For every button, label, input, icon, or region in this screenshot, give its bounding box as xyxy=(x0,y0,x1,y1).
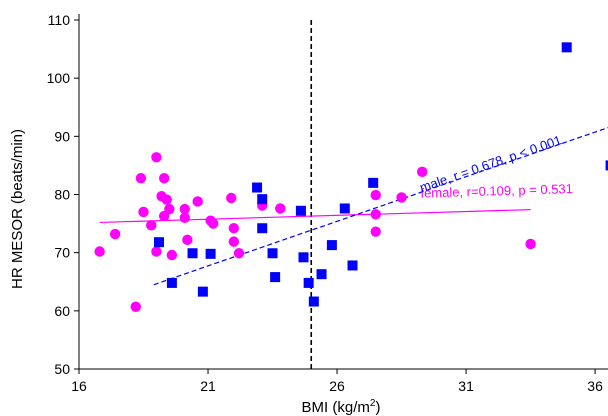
data-point-circle xyxy=(135,173,147,184)
y-tick-label: 50 xyxy=(54,361,70,377)
data-point-square xyxy=(339,203,350,214)
y-tick-label: 110 xyxy=(48,12,71,28)
data-point-circle xyxy=(166,249,178,261)
data-point-circle xyxy=(94,246,105,257)
data-point-circle xyxy=(109,228,121,240)
data-point-circle xyxy=(370,189,381,201)
y-tick-label: 90 xyxy=(54,128,70,144)
data-point-square xyxy=(187,248,198,259)
data-point-square xyxy=(605,160,608,171)
data-point-square xyxy=(561,42,572,53)
data-point-square xyxy=(252,182,263,193)
data-point-circle xyxy=(179,212,190,223)
data-point-square xyxy=(205,248,216,259)
axes: 50 60 70 80 90 100 110 16 21 26 31 36 xyxy=(47,12,608,394)
x-tick-label: 16 xyxy=(71,378,87,394)
data-point-circle xyxy=(233,248,245,259)
data-point-square xyxy=(295,205,306,216)
y-tick-label: 80 xyxy=(54,187,70,203)
data-point-circle xyxy=(151,246,162,257)
data-point-circle xyxy=(146,220,157,231)
data-point-circle xyxy=(179,203,190,215)
data-point-square xyxy=(347,260,358,271)
data-point-square xyxy=(197,286,208,297)
data-point-circle xyxy=(417,166,428,178)
data-point-square xyxy=(166,277,177,288)
x-tick-label: 21 xyxy=(200,378,216,394)
trend-label-0: female, r=0.109, p = 0.531 xyxy=(420,181,573,201)
data-point-square xyxy=(308,296,319,307)
data-point-circle xyxy=(370,226,381,237)
data-point-square xyxy=(326,240,337,251)
trend-line-1 xyxy=(153,127,608,286)
x-tick-label: 26 xyxy=(329,378,345,394)
data-points xyxy=(94,42,608,312)
data-point-square xyxy=(270,272,281,283)
data-point-circle xyxy=(275,203,286,214)
trend-lines xyxy=(99,127,608,286)
data-point-circle xyxy=(370,209,381,220)
data-point-square xyxy=(267,248,278,259)
data-point-circle xyxy=(228,223,240,234)
data-point-circle xyxy=(151,152,162,163)
data-point-circle xyxy=(130,301,141,312)
y-axis-title: HR MESOR (beats/min) xyxy=(9,129,26,289)
data-point-square xyxy=(316,269,327,280)
data-point-circle xyxy=(158,173,170,184)
data-point-square xyxy=(303,277,314,288)
data-point-square xyxy=(257,223,268,234)
x-axis-title: BMI (kg/m2) xyxy=(302,398,381,416)
y-tick-label: 60 xyxy=(54,303,70,319)
data-point-circle xyxy=(396,192,407,203)
x-tick-label: 36 xyxy=(587,378,603,394)
x-tick-label: 31 xyxy=(458,378,474,394)
data-point-circle xyxy=(164,203,175,215)
data-point-square xyxy=(257,194,268,205)
y-tick-label: 70 xyxy=(54,245,70,261)
data-point-square xyxy=(368,177,379,188)
y-tick-label: 100 xyxy=(47,70,71,86)
data-point-circle xyxy=(161,194,172,205)
trend-line-0 xyxy=(99,209,531,224)
x-axis-title-main: BMI (kg/m xyxy=(302,399,370,416)
y-axis-title-group: HR MESOR (beats/min) xyxy=(9,129,26,289)
x-axis-title-sup: 2 xyxy=(370,398,376,409)
data-point-square xyxy=(153,237,164,248)
data-point-circle xyxy=(228,236,240,247)
data-point-circle xyxy=(525,238,536,250)
data-point-circle xyxy=(138,206,149,218)
x-axis-title-close: ) xyxy=(375,399,380,416)
data-point-circle xyxy=(207,218,219,229)
data-point-square xyxy=(298,252,309,263)
data-point-circle xyxy=(182,234,193,246)
data-point-circle xyxy=(192,196,203,207)
data-point-circle xyxy=(226,192,237,204)
